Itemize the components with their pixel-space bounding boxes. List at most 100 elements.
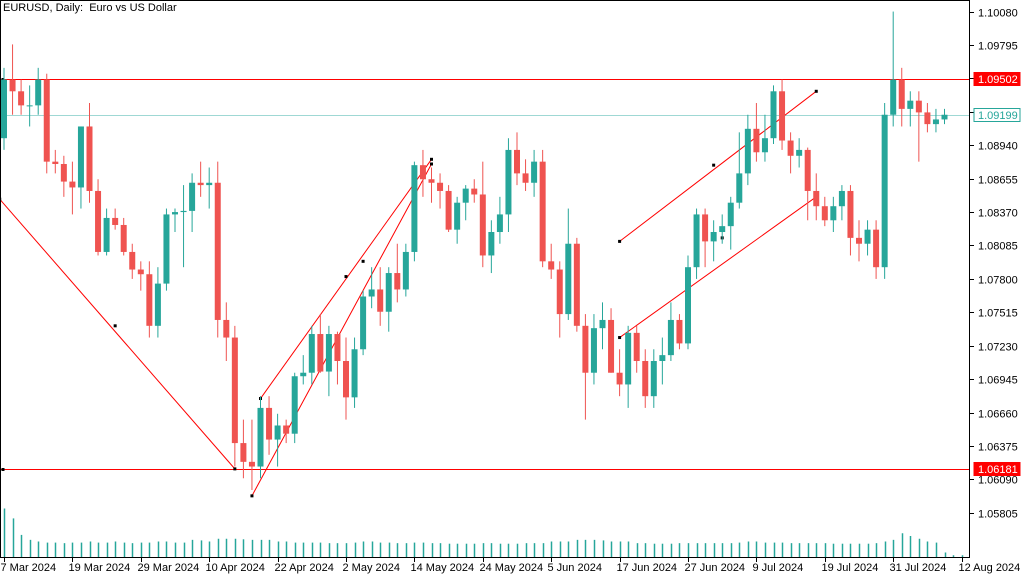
date-tick-label: 24 May 2024 [480,562,544,574]
candle-body [625,332,632,385]
trendline-anchor-point[interactable] [430,157,433,161]
bearish-candle [471,179,478,203]
trendline-anchor-point[interactable] [113,324,117,328]
support-level-anchor[interactable] [1,468,5,471]
candle-body [248,461,255,467]
date-tick-label: 10 Apr 2024 [206,562,265,574]
bearish-candle [676,314,683,350]
price-tick-label: 1.06660 [978,409,1018,421]
candle-body [317,334,324,372]
trendline-anchor-point[interactable] [250,494,254,498]
candle-body [479,194,486,256]
trendline-anchor-point[interactable] [618,336,622,340]
candle-body [633,332,640,361]
candle-body [454,202,461,230]
bullish-candle [590,314,597,385]
candle-body [274,425,281,440]
channel-lower-trendline[interactable] [251,163,432,497]
trendline-anchor-point[interactable] [712,163,716,167]
candle-body [514,149,520,174]
bearish-candle [317,314,324,373]
bullish-candle [693,208,700,279]
candle-body [659,355,666,361]
bearish-candle [214,161,221,338]
trendline-anchor-point[interactable] [618,239,622,243]
candle-body [471,188,478,195]
bearish-candle [539,149,546,268]
bullish-candle [941,108,948,125]
bearish-candle [95,179,102,256]
candle-body [52,161,59,164]
trendline-anchor-point[interactable] [814,89,818,93]
channel2-lower-trendline[interactable] [619,196,817,338]
candle-body [69,181,76,188]
candle-body [43,79,50,162]
bullish-candle [710,220,717,262]
bullish-candle [351,337,358,408]
candle-body [368,289,375,297]
candle-body [702,214,709,242]
bullish-candle [206,167,213,209]
bullish-candle [172,208,178,233]
candle-body [95,190,102,252]
bearish-candle [43,73,50,174]
price-tick-label: 1.07800 [978,275,1018,287]
trendline-anchor-point[interactable] [430,162,433,166]
bearish-candle [9,44,16,115]
resistance-level-anchor[interactable] [1,78,5,81]
bullish-candle [257,396,264,479]
candle-body [932,119,939,125]
candle-body [856,237,862,244]
price-tag-box [973,462,1021,476]
price-tick-label: 1.07230 [978,342,1018,354]
bearish-candle [847,185,854,256]
bearish-candle [52,149,59,174]
bearish-candle [377,267,384,326]
candle-body [18,91,25,106]
candle-body [838,190,845,207]
trendline-anchor-point[interactable] [361,259,365,263]
candle-body [881,114,888,268]
candle-body [616,372,623,385]
bullish-candle [932,108,939,133]
price-tick-label: 1.06945 [978,375,1018,387]
bullish-candle [291,372,298,444]
trendline-anchor-point[interactable] [344,275,348,279]
trendline-anchor-point[interactable] [233,467,237,471]
trendlines[interactable] [0,89,818,498]
candle-body [172,212,178,215]
price-tag-label: 1.09502 [978,74,1018,86]
candle-body [197,182,204,186]
candle-body [642,360,649,397]
bearish-candle [394,243,401,303]
candle-body [539,161,546,262]
bearish-candle [240,419,247,479]
bearish-candle [856,220,862,262]
bullish-candle [154,267,161,338]
candle-body [590,328,597,373]
candle-body [685,267,691,344]
channel-upper-trendline[interactable] [260,159,432,399]
price-tag-label: 1.06181 [978,464,1018,476]
candle-body [744,128,751,174]
candle-body [266,407,273,440]
candle-body [676,319,683,344]
bullish-candle [308,325,315,385]
bullish-candle [411,161,418,262]
candle-body [719,226,726,233]
candle-body [137,269,144,275]
candle-body [9,79,16,92]
date-tick-label: 27 Jun 2024 [685,562,746,574]
descending-line-trendline[interactable] [0,198,236,470]
candle-body [462,188,469,203]
channel2-upper-trendline[interactable] [619,90,817,242]
bearish-candle [231,325,238,467]
bearish-candle [343,337,349,420]
price-tick-label: 1.06090 [978,475,1018,487]
bearish-candle [873,220,880,279]
date-tick-label: 19 Mar 2024 [69,562,131,574]
bearish-candle [898,67,905,127]
bearish-candle [248,419,255,490]
price-tick-label: 1.08085 [978,241,1018,253]
